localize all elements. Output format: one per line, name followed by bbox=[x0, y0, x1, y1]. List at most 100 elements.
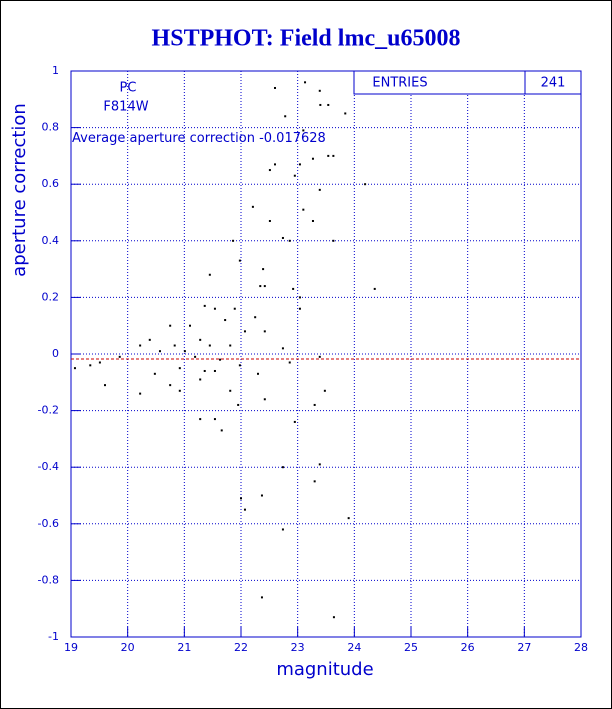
point bbox=[233, 307, 236, 310]
point bbox=[263, 285, 266, 288]
x-tick-label: 24 bbox=[347, 641, 361, 654]
point bbox=[323, 389, 326, 392]
point bbox=[243, 508, 246, 511]
point bbox=[318, 463, 321, 466]
point bbox=[251, 205, 254, 208]
point bbox=[199, 418, 202, 421]
point bbox=[268, 169, 271, 172]
point bbox=[281, 236, 284, 239]
point bbox=[318, 188, 321, 191]
point bbox=[327, 103, 330, 106]
point bbox=[243, 330, 246, 333]
point bbox=[213, 418, 216, 421]
point bbox=[203, 304, 206, 307]
y-tick-label: 0.2 bbox=[42, 290, 60, 303]
point bbox=[89, 364, 92, 367]
point bbox=[327, 154, 330, 157]
point bbox=[208, 344, 211, 347]
point bbox=[347, 517, 350, 520]
point bbox=[281, 347, 284, 350]
point bbox=[219, 358, 222, 361]
point bbox=[240, 497, 242, 500]
point bbox=[73, 367, 76, 370]
point bbox=[199, 378, 202, 381]
y-tick-label: 0 bbox=[52, 347, 59, 360]
point bbox=[263, 398, 266, 401]
plot-frame bbox=[70, 70, 582, 638]
point bbox=[213, 307, 216, 310]
point bbox=[274, 86, 276, 89]
point bbox=[199, 338, 202, 341]
point bbox=[238, 259, 241, 262]
point bbox=[203, 369, 206, 372]
average-label: Average aperture correction bbox=[72, 131, 255, 146]
point bbox=[169, 384, 172, 387]
point bbox=[104, 384, 106, 387]
y-tick-label: -0.8 bbox=[38, 573, 59, 586]
point bbox=[311, 157, 314, 160]
y-tick-label: -0.6 bbox=[38, 517, 59, 530]
x-tick-label: 26 bbox=[461, 641, 475, 654]
point bbox=[298, 296, 301, 299]
point bbox=[288, 239, 291, 242]
point bbox=[178, 367, 181, 370]
x-tick-label: 25 bbox=[404, 641, 418, 654]
x-tick-label: 21 bbox=[177, 641, 191, 654]
point bbox=[313, 403, 316, 406]
point bbox=[257, 372, 259, 375]
point bbox=[373, 287, 376, 290]
point bbox=[118, 355, 121, 358]
point bbox=[313, 480, 316, 483]
average-annotation: Average aperture correction -0.017628 bbox=[72, 131, 326, 146]
point bbox=[229, 389, 232, 392]
point bbox=[318, 355, 321, 358]
filter-label: F814W bbox=[103, 100, 148, 115]
point bbox=[319, 103, 322, 106]
point bbox=[311, 219, 314, 222]
point bbox=[302, 129, 305, 132]
point bbox=[262, 268, 265, 271]
point bbox=[213, 369, 216, 372]
point bbox=[364, 183, 367, 186]
point bbox=[293, 420, 296, 423]
point bbox=[148, 338, 151, 341]
point bbox=[220, 429, 223, 432]
point bbox=[260, 494, 263, 497]
point bbox=[332, 616, 335, 619]
point bbox=[302, 208, 305, 211]
point bbox=[178, 389, 181, 392]
point bbox=[292, 287, 295, 290]
y-tick-label: 0.6 bbox=[42, 177, 60, 190]
average-value: -0.017628 bbox=[259, 131, 326, 146]
point bbox=[298, 163, 301, 166]
point bbox=[259, 285, 262, 288]
point bbox=[173, 344, 176, 347]
point bbox=[332, 154, 335, 157]
y-axis-label: aperture correction bbox=[9, 103, 30, 277]
point bbox=[237, 403, 240, 406]
point bbox=[158, 350, 161, 353]
point bbox=[183, 350, 186, 353]
point bbox=[208, 273, 211, 276]
x-tick-label: 20 bbox=[121, 641, 135, 654]
y-tick-label: 1 bbox=[52, 64, 59, 77]
point bbox=[189, 324, 191, 327]
point bbox=[288, 361, 291, 364]
camera-label: PC bbox=[120, 81, 137, 96]
x-tick-label: 27 bbox=[517, 641, 531, 654]
x-tick-label: 19 bbox=[64, 641, 78, 654]
x-axis-label: magnitude bbox=[276, 659, 373, 680]
point bbox=[332, 239, 335, 242]
y-tick-label: -0.2 bbox=[38, 404, 59, 417]
chart-title: HSTPHOT: Field lmc_u65008 bbox=[152, 26, 461, 52]
point bbox=[169, 324, 172, 327]
point bbox=[268, 219, 271, 222]
point bbox=[274, 163, 276, 166]
x-tick-label: 28 bbox=[574, 641, 588, 654]
point bbox=[260, 596, 263, 599]
point bbox=[304, 81, 307, 84]
point bbox=[263, 330, 266, 333]
x-tick-label: 23 bbox=[291, 641, 305, 654]
point bbox=[298, 307, 301, 310]
